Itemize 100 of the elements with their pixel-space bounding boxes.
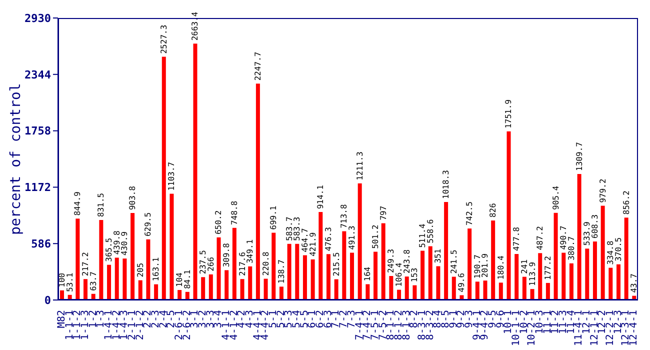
- bar: [224, 270, 229, 300]
- bar: [483, 280, 488, 300]
- bar: [326, 254, 330, 300]
- bar: [491, 220, 496, 300]
- data-label: 84.1: [182, 269, 192, 289]
- bar: [146, 239, 150, 300]
- data-label: 241.5: [449, 249, 458, 274]
- data-label: 511.4: [418, 224, 428, 248]
- y-axis-title: percent of control: [8, 83, 24, 235]
- data-label: 370.5: [614, 237, 623, 262]
- data-label: 2663.4: [190, 12, 200, 41]
- data-label: 2247.7: [253, 52, 262, 81]
- y-tick-label: 586: [31, 238, 52, 251]
- data-label: 650.2: [214, 210, 224, 234]
- bar: [84, 279, 88, 300]
- bar: [248, 266, 252, 300]
- bar: [452, 276, 456, 300]
- bar: [577, 174, 582, 300]
- data-label: 742.5: [465, 201, 474, 226]
- data-label: 464.7: [300, 228, 310, 252]
- bar: [264, 278, 268, 300]
- data-label: 903.8: [128, 186, 138, 210]
- bar: [436, 266, 440, 300]
- data-label: 365.5: [104, 238, 114, 262]
- bar: [428, 246, 432, 300]
- bar: [506, 131, 511, 300]
- bar: [334, 279, 338, 300]
- data-label: 558.6: [426, 218, 435, 244]
- data-label: 1103.7: [167, 162, 176, 191]
- bar: [310, 259, 315, 300]
- data-label: 334.8: [606, 240, 616, 265]
- bar: [389, 276, 394, 300]
- bar: [530, 289, 534, 300]
- bar: [216, 237, 221, 300]
- bar: [600, 206, 605, 300]
- y-tick-label: 1172: [24, 181, 51, 194]
- data-label: 490.7: [559, 226, 568, 250]
- data-label: 477.8: [512, 226, 522, 252]
- bar: [114, 258, 119, 300]
- bar: [514, 254, 519, 300]
- data-label: 177.2: [543, 256, 552, 280]
- data-label: 113.9: [528, 262, 537, 286]
- bar: [178, 290, 182, 300]
- data-label: 1309.7: [574, 142, 584, 171]
- data-label: 439.8: [112, 230, 122, 255]
- bar: [366, 284, 370, 300]
- bar: [381, 223, 386, 300]
- bar: [498, 282, 503, 300]
- data-label: 205: [136, 262, 145, 278]
- data-label: 699.1: [269, 205, 278, 230]
- data-label: 826: [488, 202, 498, 218]
- bar: [592, 241, 597, 300]
- bar: [170, 194, 174, 300]
- data-label: 243.8: [402, 249, 412, 274]
- data-label: 629.5: [144, 212, 153, 236]
- bar: [154, 284, 158, 300]
- data-label: 153: [410, 268, 420, 282]
- data-label: 217.2: [81, 252, 90, 276]
- data-label: 583.7: [284, 216, 294, 241]
- data-label: 106.4: [394, 262, 404, 287]
- data-label: 501.2: [371, 224, 380, 249]
- data-label: 476.3: [324, 226, 333, 252]
- y-tick-label: 2344: [24, 68, 52, 82]
- bar: [522, 276, 526, 300]
- data-label: 421.9: [308, 232, 318, 256]
- bar: [99, 220, 104, 300]
- data-label: 164: [363, 266, 372, 282]
- bar: [562, 252, 566, 300]
- bar: [130, 213, 135, 300]
- bar: [358, 183, 362, 300]
- data-label: 748.8: [230, 200, 239, 225]
- data-label: 180.4: [496, 255, 506, 280]
- bar: [107, 264, 112, 300]
- data-label: 797: [378, 206, 388, 220]
- data-label: 380.7: [566, 236, 576, 260]
- data-label: 241: [520, 259, 529, 274]
- bar: [240, 279, 244, 300]
- data-label: 104: [175, 272, 184, 287]
- data-label: 201.9: [480, 253, 490, 278]
- data-label: 309.8: [222, 242, 232, 268]
- data-label: 713.8: [340, 204, 349, 228]
- data-label: 349.1: [246, 239, 255, 264]
- data-label: 249.3: [386, 248, 396, 274]
- data-label: 163.1: [152, 257, 161, 282]
- bar: [374, 252, 378, 300]
- bar: [302, 255, 307, 300]
- bar: [538, 253, 542, 300]
- data-label: 63.7: [88, 271, 98, 291]
- data-label: 2527.3: [159, 24, 168, 54]
- bar: [554, 212, 558, 300]
- data-label: 138.7: [276, 259, 286, 284]
- y-tick-label: 1758: [24, 124, 51, 138]
- bar: [608, 268, 613, 300]
- bar: [287, 244, 292, 300]
- data-label: 220.8: [261, 251, 270, 276]
- data-label: 53.1: [65, 272, 74, 292]
- data-label: 979.2: [598, 178, 608, 203]
- data-label: 533.9: [582, 221, 592, 246]
- bar: [193, 44, 198, 300]
- bar: [404, 276, 409, 300]
